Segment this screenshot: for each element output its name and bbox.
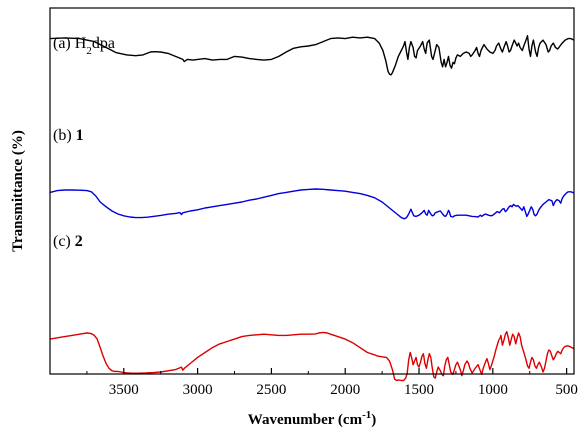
x-axis-title-sup: -1 — [362, 409, 371, 421]
x-tick-label-1500: 1500 — [404, 382, 434, 398]
x-axis-title: Wavenumber (cm-1) — [248, 409, 376, 428]
x-tick-label-3500: 3500 — [109, 382, 139, 398]
series-line-a — [49, 35, 575, 76]
x-tick-label-2000: 2000 — [330, 382, 360, 398]
series-label-c: (c) 2 — [53, 233, 83, 250]
series-line-b — [49, 188, 575, 220]
x-tick-label-2500: 2500 — [256, 382, 286, 398]
x-tick-label-1000: 1000 — [478, 382, 508, 398]
x-axis-title-tail: ) — [371, 412, 376, 428]
series-layer — [49, 35, 575, 382]
x-tick-label-3000: 3000 — [183, 382, 213, 398]
series-label-layer: (a) H2dpa (b) 1 (c) 2 — [53, 35, 115, 250]
x-tick-label-500: 500 — [555, 382, 578, 398]
x-axis-ticks: 3500 3000 2500 2000 1500 1000 500 — [86, 368, 578, 398]
series-line-c — [49, 331, 575, 382]
series-label-a: (a) H2dpa — [53, 35, 115, 57]
plot-frame — [49, 7, 575, 375]
y-axis-title: Transmittance (%) — [10, 130, 26, 252]
series-label-b: (b) 1 — [53, 127, 84, 144]
x-axis-title-main: Wavenumber (cm — [248, 412, 363, 428]
